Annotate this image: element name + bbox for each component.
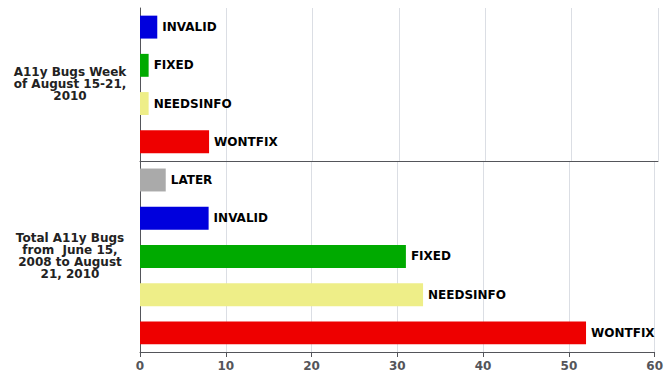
svg-text:from June 15,: from June 15, — [22, 243, 118, 258]
svg-text:WONTFIX: WONTFIX — [591, 326, 655, 340]
svg-text:FIXED: FIXED — [154, 58, 194, 72]
svg-text:LATER: LATER — [171, 173, 213, 187]
svg-text:2008 to August: 2008 to August — [18, 255, 122, 270]
svg-text:10: 10 — [217, 359, 234, 373]
svg-text:of August 15-21,: of August 15-21, — [13, 77, 127, 92]
svg-text:NEEDSINFO: NEEDSINFO — [428, 288, 506, 302]
svg-text:INVALID: INVALID — [162, 20, 216, 34]
svg-text:WONTFIX: WONTFIX — [214, 135, 278, 149]
svg-text:FIXED: FIXED — [411, 249, 451, 263]
svg-text:Total A11y Bugs: Total A11y Bugs — [15, 231, 125, 246]
svg-text:30: 30 — [389, 359, 406, 373]
svg-text:21, 2010: 21, 2010 — [41, 267, 100, 281]
svg-text:INVALID: INVALID — [214, 211, 268, 225]
svg-text:NEEDSINFO: NEEDSINFO — [154, 97, 232, 111]
svg-text:A11y Bugs Week: A11y Bugs Week — [13, 65, 127, 80]
svg-text:60: 60 — [646, 359, 663, 373]
svg-text:50: 50 — [561, 359, 578, 373]
svg-text:0: 0 — [136, 359, 144, 373]
svg-text:20: 20 — [303, 359, 320, 373]
svg-text:2010: 2010 — [53, 89, 86, 103]
svg-text:40: 40 — [475, 359, 492, 373]
